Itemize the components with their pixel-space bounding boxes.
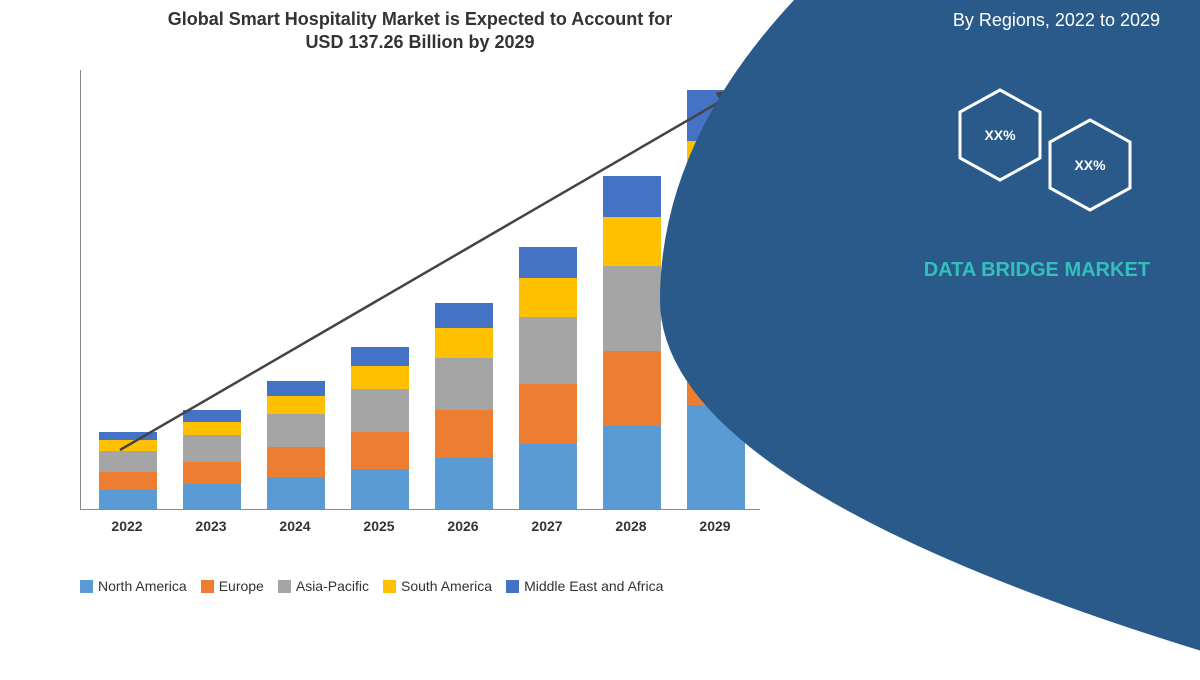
hex-label-2: XX%	[1074, 157, 1106, 173]
bar-segment	[267, 414, 325, 447]
bar-segment	[99, 432, 157, 441]
bar-2027	[519, 247, 577, 509]
legend-item: South America	[383, 578, 492, 594]
bar-segment	[99, 440, 157, 451]
bar-segment	[435, 358, 493, 411]
bar-segment	[183, 410, 241, 421]
legend-swatch	[278, 580, 291, 593]
bar-segment	[267, 447, 325, 477]
legend-label: Europe	[219, 578, 264, 594]
x-axis-label: 2027	[518, 518, 576, 534]
legend-label: Asia-Pacific	[296, 578, 369, 594]
legend-label: South America	[401, 578, 492, 594]
legend-label: North America	[98, 578, 187, 594]
hex-label-1: XX%	[984, 127, 1016, 143]
bar-segment	[519, 247, 577, 279]
bar-segment	[99, 490, 157, 509]
bar-segment	[351, 469, 409, 509]
chart-legend: North America Europe Asia-Pacific South Ame…	[80, 578, 663, 594]
bar-segment	[183, 462, 241, 485]
bar-segment	[267, 396, 325, 414]
x-axis-label: 2022	[98, 518, 156, 534]
brand-line-1: DATA BRIDGE MARKET	[924, 258, 1150, 283]
bar-segment	[435, 303, 493, 328]
bar-segment	[351, 389, 409, 431]
bar-2026	[435, 303, 493, 509]
bar-segment	[183, 435, 241, 461]
bar-segment	[435, 410, 493, 458]
bar-segment	[519, 278, 577, 317]
right-panel: By Regions, 2022 to 2029 XX% XX% DATA BR…	[800, 0, 1200, 600]
legend-swatch	[80, 580, 93, 593]
bar-segment	[351, 347, 409, 366]
bar-segment	[519, 317, 577, 384]
bar-2024	[267, 381, 325, 509]
bar-segment	[99, 451, 157, 472]
legend-swatch	[506, 580, 519, 593]
bar-segment	[351, 366, 409, 389]
bar-segment	[99, 472, 157, 490]
legend-item: North America	[80, 578, 187, 594]
bar-segment	[183, 484, 241, 509]
hexagon-graphic: XX% XX%	[940, 80, 1160, 230]
bar-2023	[183, 410, 241, 509]
legend-swatch	[383, 580, 396, 593]
x-axis-label: 2023	[182, 518, 240, 534]
brand-line-2: RESEARCH	[924, 283, 1150, 308]
x-axis-label: 2024	[266, 518, 324, 534]
bar-segment	[183, 422, 241, 435]
bar-segment	[435, 328, 493, 358]
bar-2025	[351, 347, 409, 509]
legend-swatch	[201, 580, 214, 593]
legend-item: Asia-Pacific	[278, 578, 369, 594]
bar-segment	[267, 381, 325, 396]
x-axis-label: 2026	[434, 518, 492, 534]
bar-segment	[519, 384, 577, 444]
bar-2022	[99, 432, 157, 509]
legend-item: Europe	[201, 578, 264, 594]
bar-segment	[435, 458, 493, 509]
bar-segment	[519, 444, 577, 509]
regions-label: By Regions, 2022 to 2029	[953, 10, 1160, 31]
brand-logo: DATA BRIDGE MARKET RESEARCH	[924, 258, 1150, 308]
bar-segment	[351, 432, 409, 469]
bar-segment	[267, 477, 325, 509]
x-axis-label: 2025	[350, 518, 408, 534]
